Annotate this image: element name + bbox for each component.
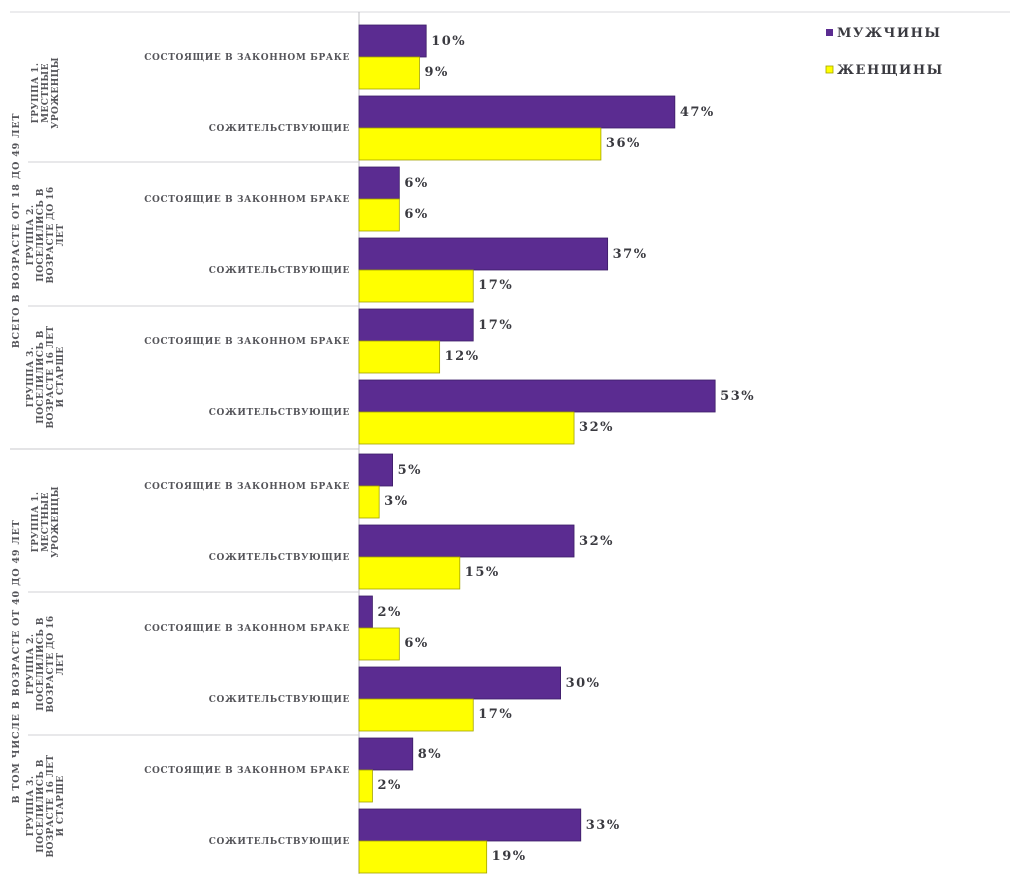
subgroup-label-line: ВОЗРАСТЕ ДО 16 (46, 187, 56, 284)
subgroup-label-line: ПОСЕЛИЛИСЬ В (36, 759, 46, 852)
outer-group-label: В ТОМ ЧИСЛЕ В ВОЗРАСТЕ ОТ 40 ДО 49 ЛЕТ (11, 519, 22, 803)
subgroup-label-line: И СТАРШЕ (56, 775, 66, 836)
subgroup-label-line: УРОЖЕНЦЫ (51, 486, 61, 558)
bar-men (358, 95, 676, 129)
bar-women (358, 556, 461, 590)
bar-women (358, 127, 602, 161)
bar-men (358, 737, 414, 771)
data-label-women: 12% (445, 349, 480, 364)
bar-women (358, 840, 488, 874)
data-label-women: 32% (579, 420, 614, 435)
subgroup-label-line: И СТАРШЕ (56, 346, 66, 407)
category-label: СОСТОЯЩИЕ В ЗАКОННОМ БРАКЕ (144, 195, 350, 205)
bar-men (358, 595, 373, 629)
subgroup-label-line: ПОСЕЛИЛИСЬ В (36, 330, 46, 423)
data-label-women: 6% (404, 636, 428, 651)
subgroup-label-line: ПОСЕЛИЛИСЬ В (36, 617, 46, 710)
subgroup-label-line: ЛЕТ (56, 653, 66, 676)
data-label-women: 36% (606, 136, 641, 151)
bar-men (358, 666, 562, 700)
subgroup-label-line: ПОСЕЛИЛИСЬ В (36, 188, 46, 281)
data-label-men: 2% (377, 605, 401, 620)
data-label-men: 5% (398, 463, 422, 478)
bar-marks (358, 24, 716, 874)
legend: МУЖЧИНЫ ЖЕНЩИНЫ (825, 26, 944, 78)
bar-men (358, 453, 393, 487)
data-label-men: 47% (680, 105, 715, 120)
bar-women (358, 411, 575, 445)
bar-men (358, 24, 427, 58)
bar-men (358, 379, 716, 413)
data-label-men: 53% (720, 389, 755, 404)
bar-women (358, 698, 474, 732)
data-label-women: 6% (404, 207, 428, 222)
bar-women (358, 198, 400, 232)
category-label: СОЖИТЕЛЬСТВУЮЩИЕ (209, 695, 350, 705)
category-label: СОСТОЯЩИЕ В ЗАКОННОМ БРАКЕ (144, 482, 350, 492)
bar-women (358, 485, 380, 519)
category-label: СОЖИТЕЛЬСТВУЮЩИЕ (209, 266, 350, 276)
subgroup-label-line: МЕСТНЫЕ (41, 492, 51, 552)
subgroup-label-line: ВОЗРАСТЕ 16 ЛЕТ (46, 754, 56, 857)
data-label-men: 30% (566, 676, 601, 691)
bar-men (358, 166, 400, 200)
bar-women (358, 340, 441, 374)
bar-women (358, 627, 400, 661)
data-label-women: 2% (377, 778, 401, 793)
outer-group-label: ВСЕГО В ВОЗРАСТЕ ОТ 18 ДО 49 ЛЕТ (11, 113, 22, 349)
subgroup-label-line: ГРУППА 3. (26, 347, 36, 408)
category-label: СОСТОЯЩИЕ В ЗАКОННОМ БРАКЕ (144, 624, 350, 634)
data-label-women: 3% (384, 494, 408, 509)
legend-label-men: МУЖЧИНЫ (837, 26, 942, 41)
data-label-women: 15% (465, 565, 500, 580)
bar-men (358, 808, 582, 842)
subgroup-label-line: ЛЕТ (56, 224, 66, 247)
subgroup-label-line: ГРУППА 2. (26, 634, 36, 695)
data-label-women: 19% (492, 849, 527, 864)
data-label-women: 17% (478, 707, 513, 722)
legend-label-women: ЖЕНЩИНЫ (837, 63, 944, 78)
subgroup-label-line: ГРУППА 1. (31, 63, 41, 124)
subgroup-label-line: ВОЗРАСТЕ 16 ЛЕТ (46, 325, 56, 428)
data-label-men: 17% (478, 318, 513, 333)
data-label-men: 10% (431, 34, 466, 49)
data-label-women: 9% (424, 65, 448, 80)
subgroup-label-line: ГРУППА 3. (26, 776, 36, 837)
subgroup-label-line: ГРУППА 2. (26, 205, 36, 266)
category-label: СОЖИТЕЛЬСТВУЮЩИЕ (209, 837, 350, 847)
data-label-men: 8% (418, 747, 442, 762)
bar-men (358, 524, 575, 558)
data-label-men: 6% (404, 176, 428, 191)
subgroup-label-line: ВОЗРАСТЕ ДО 16 (46, 616, 56, 713)
subgroup-label-line: МЕСТНЫЕ (41, 63, 51, 123)
category-label: СОСТОЯЩИЕ В ЗАКОННОМ БРАКЕ (144, 766, 350, 776)
category-label: СОСТОЯЩИЕ В ЗАКОННОМ БРАКЕ (144, 53, 350, 63)
bar-men (358, 237, 609, 271)
axis-labels: ВСЕГО В ВОЗРАСТЕ ОТ 18 ДО 49 ЛЕТ ГРУППА 1… (11, 53, 350, 858)
legend-swatch-women (825, 65, 834, 74)
subgroup-label-line: ГРУППА 1. (31, 492, 41, 553)
bar-women (358, 269, 474, 303)
category-label: СОСТОЯЩИЕ В ЗАКОННОМ БРАКЕ (144, 337, 350, 347)
data-label-men: 33% (586, 818, 621, 833)
bar-women (358, 56, 420, 90)
data-label-men: 37% (613, 247, 648, 262)
subgroup-label-line: УРОЖЕНЦЫ (51, 57, 61, 129)
data-label-men: 32% (579, 534, 614, 549)
data-labels: 10% 9% 47% 36% 6% 6% 37% 17% 17% 12% 53% 32% 5% 3% 32%… (377, 34, 755, 864)
bar-men (358, 308, 474, 342)
category-label: СОЖИТЕЛЬСТВУЮЩИЕ (209, 408, 350, 418)
category-label: СОЖИТЕЛЬСТВУЮЩИЕ (209, 124, 350, 134)
bar-women (358, 769, 373, 803)
category-label: СОЖИТЕЛЬСТВУЮЩИЕ (209, 553, 350, 563)
data-label-women: 17% (478, 278, 513, 293)
legend-swatch-men (826, 29, 833, 36)
